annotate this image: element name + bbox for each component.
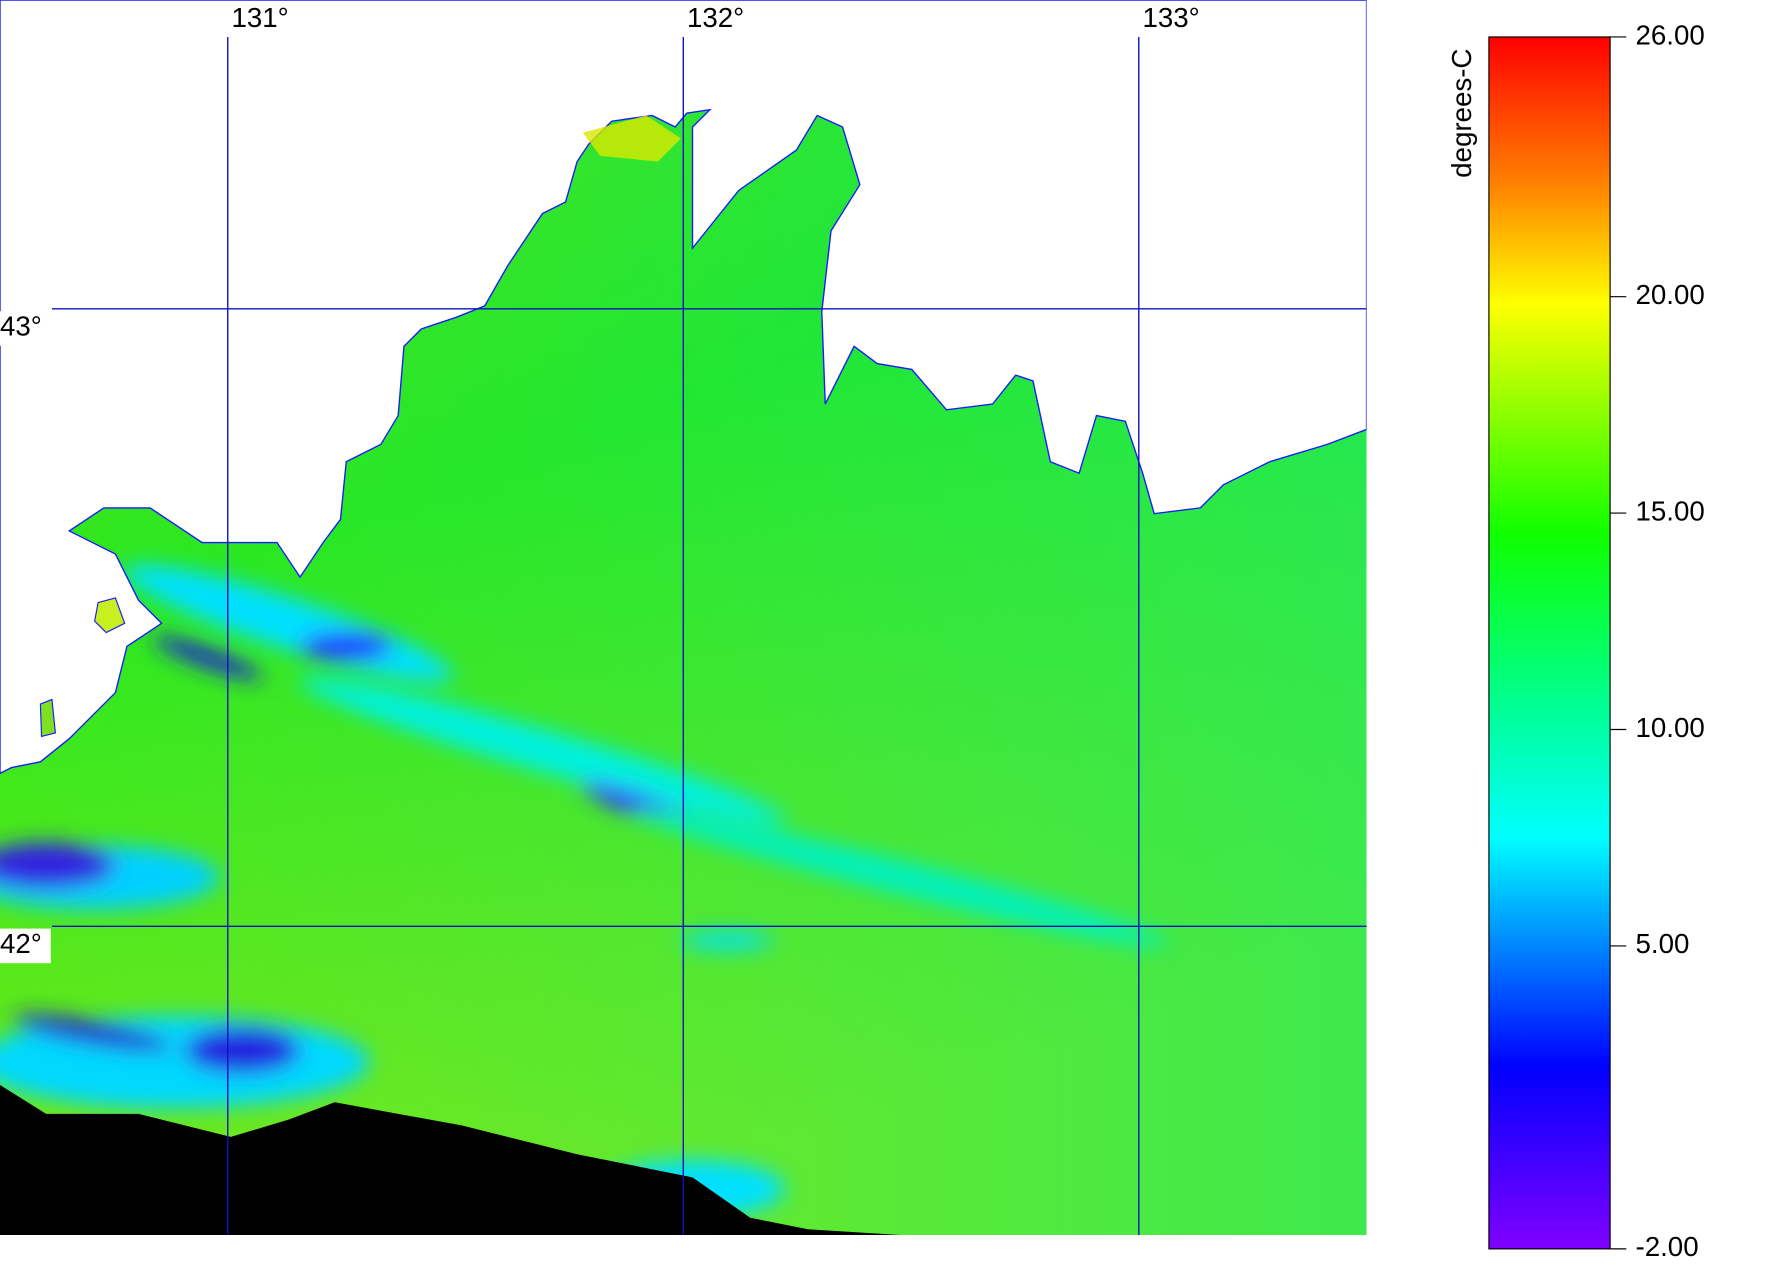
colorbar-tick-label: 5.00 — [1635, 928, 1689, 959]
colorbar-tick-label: -2.00 — [1635, 1231, 1698, 1262]
longitude-label: 131° — [231, 2, 288, 33]
colorbar-tick-label: 26.00 — [1635, 19, 1704, 50]
colorbar-tick-label: 20.00 — [1635, 279, 1704, 310]
longitude-label: 133° — [1142, 2, 1199, 33]
colorbar — [1488, 36, 1611, 1250]
colorbar-label: degrees-C — [1446, 49, 1477, 178]
longitude-label: 132° — [687, 2, 744, 33]
latitude-label-bg — [0, 311, 51, 346]
latitude-label: 43° — [0, 311, 42, 342]
latitude-label-bg — [0, 928, 51, 964]
latitude-label: 42° — [0, 928, 42, 959]
colorbar-tick-label: 10.00 — [1635, 712, 1704, 743]
graticule: 131° 132° 133° 43° 42° — [0, 2, 1367, 1236]
colorbar-tick-label: 15.00 — [1635, 495, 1704, 526]
